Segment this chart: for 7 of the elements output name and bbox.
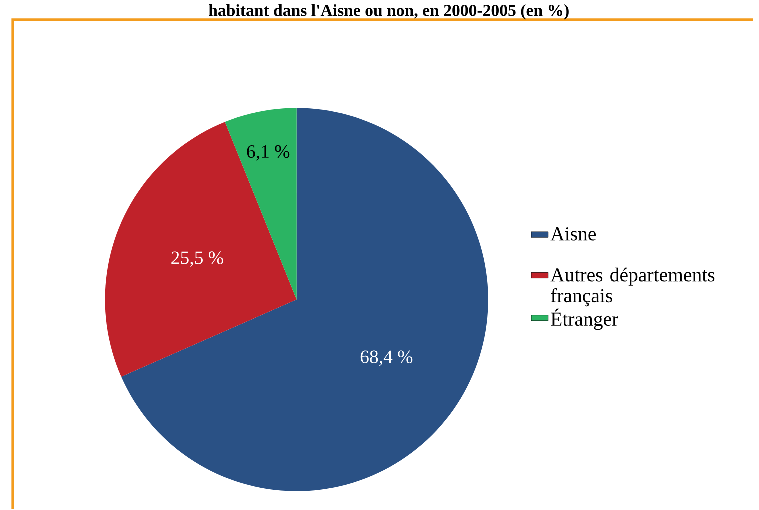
chart-title: habitant dans l'Aisne ou non, en 2000-2005 (en %) [209, 4, 569, 20]
data-label: 25,5 % [172, 251, 224, 267]
data-label: 6,1 % [247, 145, 290, 161]
legend-label: Aisne [550, 227, 596, 241]
data-label: 68,4 % [360, 350, 413, 366]
legend-label: Étranger [551, 308, 618, 330]
legend-label: Autres départements français [550, 268, 715, 306]
